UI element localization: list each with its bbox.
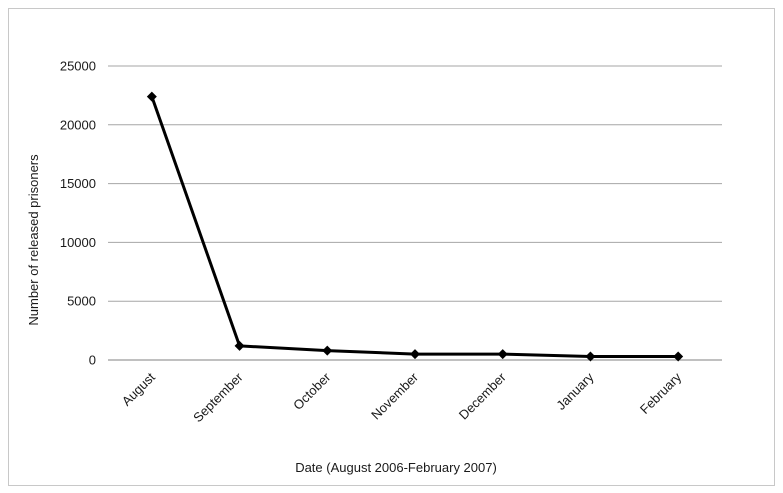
x-axis-label: Date (August 2006-February 2007) — [295, 460, 497, 475]
y-tick-label: 5000 — [67, 294, 96, 309]
x-tick-label: October — [290, 369, 334, 413]
x-tick-label: December — [456, 369, 509, 422]
y-tick-label: 25000 — [60, 59, 96, 74]
y-tick-label: 20000 — [60, 117, 96, 132]
x-tick-label: January — [553, 369, 597, 413]
chart-frame — [8, 8, 775, 486]
y-tick-label: 10000 — [60, 235, 96, 250]
x-tick-label: August — [119, 369, 158, 408]
data-point-marker — [497, 349, 508, 360]
series-line — [150, 96, 679, 358]
data-point-marker — [234, 340, 245, 351]
data-point-marker — [673, 351, 684, 362]
data-point-marker — [410, 349, 420, 360]
y-tick-label: 0 — [89, 353, 96, 368]
data-point-marker — [322, 345, 333, 356]
x-tick-label: November — [368, 369, 421, 422]
y-tick-label: 15000 — [60, 176, 96, 191]
data-point-marker — [585, 351, 596, 362]
y-axis-label: Number of released prisoners — [26, 154, 41, 326]
x-tick-label: September — [190, 369, 246, 425]
data-point-marker — [146, 91, 157, 102]
x-tick-label: February — [637, 369, 685, 417]
